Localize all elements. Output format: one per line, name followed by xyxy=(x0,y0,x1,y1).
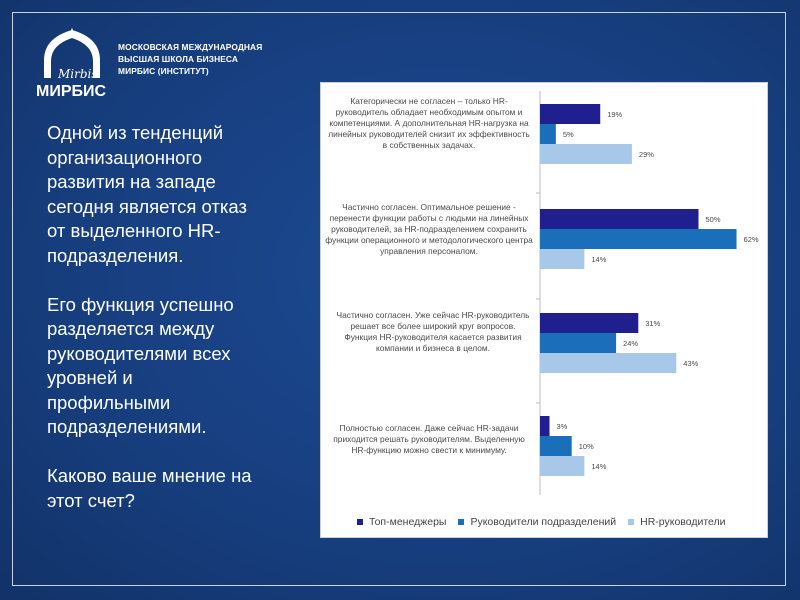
bar xyxy=(540,416,550,436)
org-line-2: ВЫСШАЯ ШКОЛА БИЗНЕСА xyxy=(118,54,238,64)
legend-swatch xyxy=(357,519,363,525)
legend-item: Топ-менеджеры xyxy=(357,516,446,528)
bar xyxy=(540,124,556,144)
bar xyxy=(540,209,699,229)
data-label: 43% xyxy=(683,359,698,368)
data-label: 5% xyxy=(563,130,574,139)
data-label: 14% xyxy=(591,255,606,264)
bar-chart: 19% 50% 31% 3% 5% 62% 24% 10% 29% 14% 43% 14% xyxy=(536,91,759,495)
chart-panel: 19% 50% 31% 3% 5% 62% 24% 10% 29% 14% 43% 14% Катег… xyxy=(320,82,768,538)
slide-body-text: Одной из тенденций организационного разв… xyxy=(47,121,297,538)
body-paragraph-3: Каково ваше мнение на этот счет? xyxy=(47,465,252,511)
data-label: 14% xyxy=(591,462,606,471)
mirbis-logo: Mirbis МИРБИС xyxy=(36,28,107,100)
bar xyxy=(540,229,737,249)
bar xyxy=(540,104,601,124)
category-label: Частично согласен. Оптимальное решение -… xyxy=(325,202,533,256)
data-label: 29% xyxy=(639,150,654,159)
logo-arch-icon xyxy=(44,30,100,78)
bar xyxy=(540,144,632,164)
bar xyxy=(540,333,617,353)
chart-legend: Топ-менеджеры Руководители подразделений H… xyxy=(357,515,726,529)
bar xyxy=(540,353,677,373)
logo-arch-tip-icon xyxy=(69,28,75,34)
legend-label: HR-руководители xyxy=(640,516,726,528)
legend-item: Руководители подразделений xyxy=(458,516,616,528)
category-label: Категорически не согласен – только HR-ру… xyxy=(328,96,530,150)
bar xyxy=(540,313,639,333)
legend-item: HR-руководители xyxy=(628,516,726,528)
legend-swatch xyxy=(628,519,635,525)
data-label: 24% xyxy=(623,339,638,348)
data-label: 19% xyxy=(607,110,622,119)
body-paragraph-2: Его функция успешно разделяется между ру… xyxy=(47,293,234,438)
logo-script-text: Mirbis xyxy=(57,67,98,81)
data-label: 3% xyxy=(557,422,568,431)
data-label: 62% xyxy=(744,235,759,244)
legend-label: Топ-менеджеры xyxy=(369,516,447,528)
org-line-3: МИРБИС (ИНСТИТУТ) xyxy=(118,66,209,76)
logo-brand-text: МИРБИС xyxy=(36,83,107,100)
body-paragraph-1: Одной из тенденций организационного разв… xyxy=(47,122,247,266)
legend-swatch xyxy=(458,519,465,525)
org-line-1: МОСКОВСКАЯ МЕЖДУНАРОДНАЯ xyxy=(118,42,263,52)
organization-name: МОСКОВСКАЯ МЕЖДУНАРОДНАЯ ВЫСШАЯ ШКОЛА БИ… xyxy=(118,41,318,77)
category-label: Полностью согласен. Даже сейчас HR-задач… xyxy=(333,423,525,455)
legend-label: Руководители подразделений xyxy=(470,516,617,528)
bar xyxy=(540,249,585,269)
data-label: 50% xyxy=(706,215,721,224)
bar xyxy=(540,456,585,476)
slide-frame xyxy=(12,12,786,586)
data-label: 10% xyxy=(579,442,594,451)
data-label: 31% xyxy=(645,319,660,328)
bar xyxy=(540,436,572,456)
category-label: Частично согласен. Уже сейчас HR-руковод… xyxy=(336,310,530,353)
